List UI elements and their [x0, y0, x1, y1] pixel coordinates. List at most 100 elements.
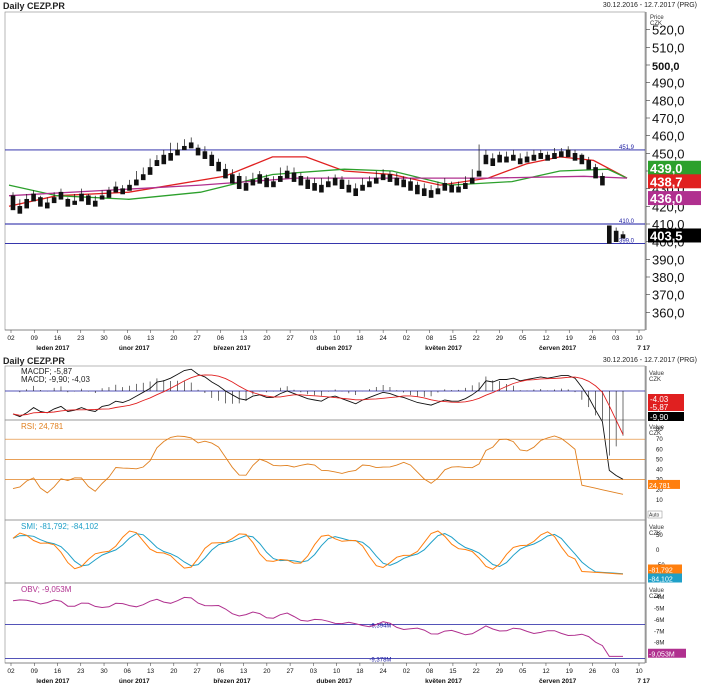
price-reference-label: 399,0	[619, 238, 635, 244]
price-axis-label: Price	[650, 15, 664, 21]
price-tick-label: 370,0	[652, 288, 685, 303]
last-value-badge	[648, 228, 701, 243]
obv-tick-label: -5M	[654, 606, 664, 612]
indicator-x-month-label: únor 2017	[119, 678, 150, 683]
obv-tick-label: -6M	[654, 618, 664, 624]
candle-body	[415, 184, 420, 195]
candle-body	[490, 158, 496, 166]
candle-body	[175, 149, 180, 156]
candle-body	[394, 177, 400, 186]
candle-body	[504, 156, 509, 163]
macd-last-value-label: -9,90	[650, 413, 669, 422]
macd-last-value-label: -5,87	[650, 403, 669, 412]
price-x-month-label: červen 2017	[539, 345, 577, 352]
price-x-tick-label: 10	[333, 335, 341, 342]
rsi-last-value-badge	[648, 479, 680, 489]
indicator-axis-unit: CZK	[649, 377, 661, 383]
indicator-axis-label: Value	[649, 371, 665, 377]
candle-body	[271, 181, 276, 188]
candle-body	[106, 190, 112, 198]
indicator-x-tick-label: 26	[589, 668, 597, 675]
smi-signal-line	[12, 533, 624, 575]
candle-body	[120, 188, 125, 195]
indicator-x-month-label: 7 17	[637, 678, 650, 683]
price-tick-label: 470,0	[652, 111, 685, 126]
rsi-tick-label: 70	[656, 437, 663, 443]
price-x-tick-label: 20	[263, 335, 271, 342]
candle-body	[92, 200, 98, 207]
indicator-x-tick-label: 10	[635, 668, 643, 675]
indicator-x-tick-label: 12	[542, 668, 550, 675]
candle-body	[367, 181, 372, 188]
indicator-x-tick-label: 18	[356, 668, 364, 675]
indicator-axis-label: Value	[649, 525, 665, 531]
price-x-tick-label: 27	[286, 335, 294, 342]
indicator-x-month-label: duben 2017	[316, 678, 352, 683]
candle-body	[161, 154, 167, 165]
obv-tick-label: -4M	[654, 595, 664, 601]
price-x-tick-label: 18	[356, 335, 364, 342]
candle-body	[230, 174, 235, 184]
indicator-x-tick-label: 10	[333, 668, 341, 675]
candle-body	[421, 188, 427, 197]
macd-last-value-badge	[648, 402, 684, 411]
candle-body	[511, 154, 516, 161]
candle-body	[65, 198, 71, 207]
candle-body	[538, 153, 544, 159]
indicator-axis-unit: CZK	[649, 431, 661, 437]
candle-body	[38, 197, 43, 207]
indicator-x-tick-label: 19	[566, 668, 574, 675]
indicator-x-tick-label: 20	[170, 668, 178, 675]
price-x-tick-label: 02	[403, 335, 411, 342]
price-x-tick-label: 03	[612, 335, 620, 342]
price-x-month-label: leden 2017	[36, 345, 70, 352]
smi-line	[12, 530, 624, 575]
indicator-x-tick-label: 09	[31, 668, 39, 675]
price-x-month-label: květen 2017	[425, 345, 462, 352]
price-x-month-label: únor 2017	[119, 345, 150, 352]
date-range: 30.12.2016 - 12.7.2017 (PRG)	[602, 2, 697, 9]
price-x-tick-label: 22	[473, 335, 481, 342]
candle-body	[223, 168, 228, 179]
candle-body	[10, 195, 16, 211]
candle-body	[408, 181, 413, 191]
macd-legend-line2: MACD; -9,90; -4,03	[21, 375, 90, 384]
price-x-tick-label: 30	[100, 335, 108, 342]
candle-body	[401, 179, 406, 188]
price-tick-label: 520,0	[652, 23, 685, 38]
indicator-x-tick-label: 05	[519, 668, 527, 675]
indicator-x-tick-label: 02	[403, 668, 411, 675]
candle-body	[469, 177, 475, 184]
candle-body	[209, 154, 215, 167]
candle-body	[531, 154, 537, 161]
candle-body	[17, 206, 23, 214]
candle-body	[154, 160, 160, 166]
rsi-auto-box	[647, 510, 663, 519]
candle-body	[140, 174, 146, 181]
indicator-x-tick-label: 20	[263, 668, 271, 675]
candle-body	[79, 193, 84, 202]
price-x-month-label: 7 17	[637, 345, 650, 352]
price-tick-label: 500,0	[652, 61, 680, 73]
obv-last-value-label: -9,053M	[649, 652, 675, 659]
price-x-tick-label: 24	[380, 335, 388, 342]
price-tick-label: 510,0	[652, 40, 685, 55]
price-tick-label: 460,0	[652, 129, 685, 144]
candle-body	[51, 197, 57, 204]
rsi-last-value-label: 24,781	[649, 483, 671, 490]
price-x-tick-label: 16	[54, 335, 62, 342]
candle-body	[188, 142, 194, 149]
price-x-tick-label: 05	[519, 335, 527, 342]
candle-body	[99, 195, 105, 200]
obv-reference-label: -6,394M	[369, 623, 391, 629]
indicator-x-tick-label: 03	[612, 668, 620, 675]
candle-body	[442, 183, 448, 191]
candle-body	[387, 174, 393, 182]
price-tick-label: 380,0	[652, 270, 685, 285]
last-value-label: 439,0	[650, 161, 683, 176]
indicator-x-tick-label: 15	[449, 668, 457, 675]
candle-body	[216, 161, 221, 172]
candle-body	[463, 183, 468, 189]
indicator-x-tick-label: 13	[240, 668, 248, 675]
indicator-x-tick-label: 29	[496, 668, 504, 675]
